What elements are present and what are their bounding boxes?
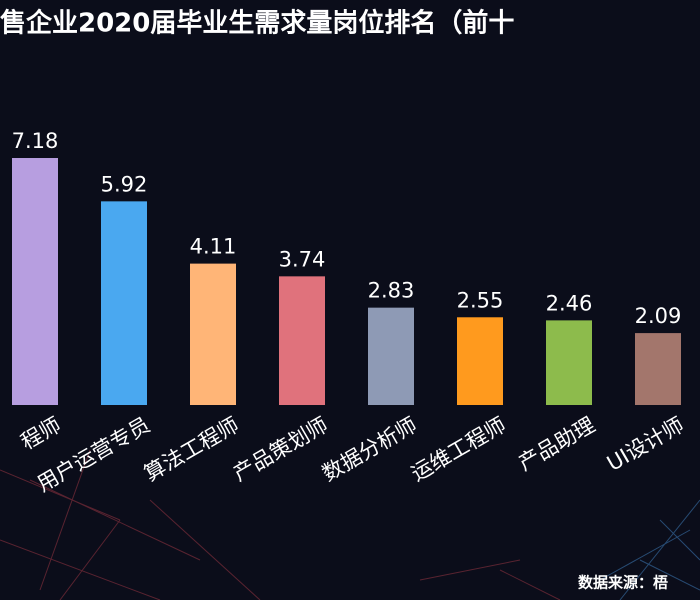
bar: [546, 320, 592, 405]
chart-title: 售企业2020届毕业生需求量岗位排名（前十: [0, 8, 514, 39]
bar: [101, 201, 147, 405]
value-label: 2.55: [457, 288, 504, 312]
value-label: 2.46: [546, 291, 593, 315]
bar: [368, 307, 414, 405]
source-note: 数据来源：梧: [578, 574, 668, 592]
decor-network: [0, 449, 561, 600]
value-label: 3.74: [279, 247, 326, 271]
value-label: 2.83: [368, 279, 415, 303]
value-label: 2.09: [635, 304, 682, 328]
value-label: 4.11: [190, 235, 237, 259]
bar: [190, 263, 236, 405]
bar: [457, 317, 503, 405]
bar: [635, 333, 681, 405]
bar: [12, 158, 58, 405]
value-label: 5.92: [101, 172, 148, 196]
decor-network: [599, 499, 700, 600]
value-label: 7.18: [12, 129, 59, 153]
bar: [279, 276, 325, 405]
